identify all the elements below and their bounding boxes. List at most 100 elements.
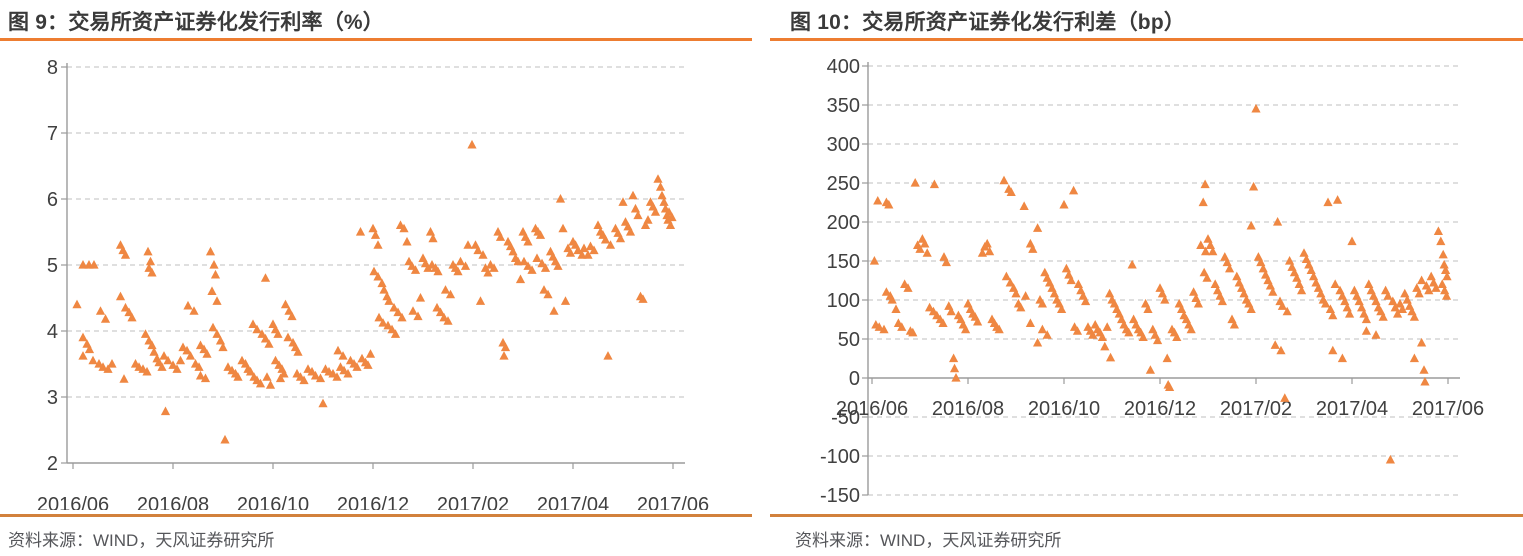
data-point-triangle — [1189, 287, 1199, 296]
data-point-triangle — [1059, 199, 1069, 209]
svg-text:2016/12: 2016/12 — [337, 494, 409, 510]
data-point-triangle — [284, 306, 294, 315]
data-point-triangle — [1437, 279, 1447, 288]
data-point-triangle — [315, 373, 326, 383]
data-point-triangle — [182, 345, 192, 355]
data-point-triangle — [618, 197, 628, 206]
data-point-triangle — [994, 324, 1004, 334]
data-point-triangle — [1196, 240, 1206, 249]
figure-10-title-underline — [770, 38, 1523, 41]
data-point-triangle — [593, 220, 603, 229]
data-point-triangle — [1208, 246, 1218, 256]
svg-text:6: 6 — [47, 189, 58, 211]
data-point-triangle — [869, 256, 879, 265]
data-point-triangle — [202, 349, 212, 358]
data-point-triangle — [483, 267, 493, 277]
data-point-triangle — [435, 307, 446, 317]
data-point-triangle — [881, 287, 891, 296]
data-point-triangle — [1345, 309, 1355, 318]
data-point-triangle — [500, 342, 511, 352]
data-point-triangle — [212, 329, 222, 338]
figure-9-title: 图 9：交易所资产证券化发行利率（%） — [8, 11, 384, 34]
data-point-triangle — [1438, 249, 1448, 259]
data-point-triangle — [543, 289, 553, 299]
data-point-triangle — [664, 207, 674, 216]
data-point-triangle — [175, 355, 186, 365]
data-point-triangle — [157, 362, 167, 371]
data-point-triangle — [605, 240, 616, 249]
svg-text:2017/04: 2017/04 — [1316, 398, 1388, 420]
data-point-triangle — [78, 260, 88, 269]
data-point-triangle — [332, 372, 342, 381]
data-point-triangle — [1124, 327, 1134, 337]
data-point-triangle — [1033, 223, 1043, 232]
data-point-triangle — [355, 227, 366, 236]
data-point-triangle — [1143, 304, 1153, 313]
data-point-triangle — [535, 230, 546, 239]
data-point-triangle — [1021, 291, 1031, 300]
svg-text:400: 400 — [827, 56, 860, 78]
data-point-triangle — [879, 324, 889, 334]
data-point-triangle — [467, 139, 477, 149]
data-point-triangle — [999, 175, 1009, 185]
data-point-triangle — [1162, 353, 1172, 363]
data-point-triangle — [515, 274, 526, 284]
data-point-triangle — [489, 263, 499, 272]
data-point-triangle — [473, 245, 483, 255]
data-point-triangle — [560, 296, 571, 305]
data-point-triangle — [1361, 326, 1371, 335]
data-point-triangle — [1419, 365, 1429, 374]
data-point-triangle — [873, 195, 883, 205]
data-point-triangle — [283, 332, 293, 342]
data-point-triangle — [413, 311, 423, 321]
data-point-triangle — [1441, 291, 1452, 300]
data-point-triangle — [1441, 265, 1451, 274]
data-point-triangle — [903, 283, 913, 292]
data-point-triangle — [1061, 263, 1071, 273]
data-point-triangle — [1165, 382, 1175, 391]
data-point-triangle — [1033, 337, 1043, 347]
data-point-triangle — [539, 285, 549, 294]
data-point-triangle — [643, 215, 653, 224]
data-point-triangle — [1019, 201, 1029, 210]
data-point-triangle — [1282, 306, 1292, 316]
svg-text:250: 250 — [827, 173, 860, 195]
data-point-triangle — [1005, 277, 1015, 287]
data-point-triangle — [445, 289, 456, 299]
data-point-triangle — [399, 223, 409, 233]
data-point-triangle — [195, 370, 206, 380]
data-point-triangle — [1409, 312, 1419, 321]
data-point-triangle — [178, 342, 188, 352]
data-point-triangle — [553, 261, 563, 270]
data-point-triangle — [415, 293, 426, 302]
data-point-triangle — [383, 320, 393, 330]
data-point-triangle — [495, 232, 506, 241]
data-point-triangle — [440, 285, 451, 294]
data-point-triangle — [1025, 318, 1035, 327]
data-point-triangle — [874, 322, 884, 331]
svg-text:2017/06: 2017/06 — [1412, 398, 1484, 420]
data-point-triangle — [1273, 217, 1283, 226]
data-point-triangle — [1321, 298, 1331, 308]
data-point-triangle — [499, 351, 509, 360]
data-point-triangle — [352, 362, 362, 371]
data-point-triangle — [270, 355, 281, 365]
data-point-triangle — [280, 299, 291, 309]
data-point-triangle — [453, 266, 463, 276]
data-point-triangle — [275, 373, 286, 383]
data-point-triangle — [163, 355, 173, 365]
data-point-triangle — [1069, 185, 1079, 195]
data-point-triangle — [1081, 296, 1091, 306]
data-point-triangle — [973, 316, 983, 326]
svg-text:0: 0 — [849, 368, 860, 390]
data-point-triangle — [1105, 288, 1115, 298]
data-point-triangle — [387, 324, 397, 334]
data-point-triangle — [147, 267, 157, 277]
data-point-triangle — [1028, 244, 1038, 253]
data-point-triangle — [245, 366, 256, 376]
data-point-triangle — [519, 256, 529, 266]
data-point-triangle — [523, 261, 533, 270]
data-point-triangle — [1420, 376, 1430, 386]
data-point-triangle — [189, 306, 199, 315]
data-point-triangle — [665, 220, 676, 229]
